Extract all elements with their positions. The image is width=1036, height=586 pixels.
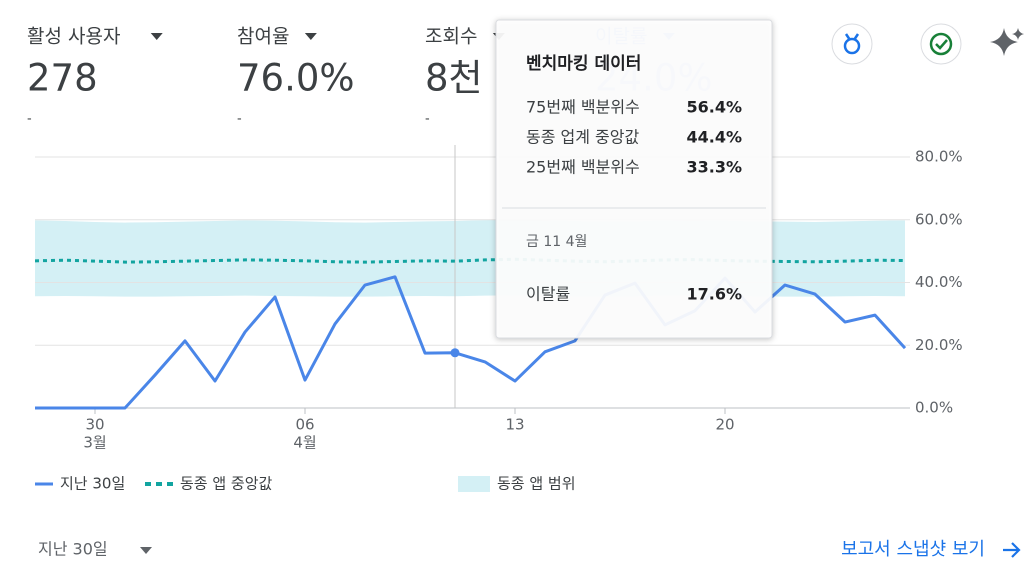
legend-swatch [458, 476, 490, 492]
x-month-label: 3월 [83, 434, 106, 452]
tooltip-metric-value: 17.6% [686, 285, 742, 304]
metric-value: 8천 [425, 57, 483, 100]
legend-label: 지난 30일 [60, 475, 125, 493]
award-icon[interactable] [831, 23, 873, 65]
y-tick-label: 20.0% [915, 336, 963, 354]
y-tick-label: 80.0% [915, 148, 963, 166]
x-tick-label: 30 [85, 416, 104, 434]
y-tick-label: 60.0% [915, 210, 963, 228]
metric-change: - [425, 112, 430, 127]
snapshot-link[interactable]: 보고서 스냅샷 보기 [841, 539, 985, 560]
tooltip-row-label: 75번째 백분위수 [526, 98, 640, 117]
y-tick-label: 40.0% [915, 273, 963, 291]
legend-label: 동종 앱 중앙값 [180, 475, 273, 493]
tooltip-box [495, 19, 773, 339]
date-range[interactable]: 지난 30일 [38, 540, 108, 559]
award-icon-part [843, 37, 861, 55]
check-icon[interactable] [920, 23, 962, 65]
tooltip-row-value: 44.4% [686, 128, 742, 147]
insights-icon[interactable] [990, 28, 1024, 56]
tooltip-row-value: 33.3% [686, 158, 742, 177]
check-icon-part [935, 39, 948, 50]
series-line [35, 275, 907, 410]
legend-label: 동종 앱 범위 [497, 475, 576, 493]
metric-value: 278 [27, 57, 98, 100]
award-icon-part [844, 33, 860, 41]
series-line [34, 257, 906, 264]
toolbar [831, 23, 1024, 65]
tooltip-row-label: 동종 업계 중앙값 [526, 128, 639, 147]
highlight-point [450, 348, 460, 358]
dropdown-arrow [140, 547, 152, 554]
metric-label: 조회수 [425, 26, 477, 48]
dropdown-arrow [304, 33, 317, 40]
tooltip-metric: 이탈률 [526, 285, 570, 304]
metric-change: - [237, 112, 242, 127]
peer-range [35, 219, 905, 297]
check-icon-part [929, 32, 953, 56]
dropdown-arrow [150, 33, 163, 40]
arrow-icon [1003, 542, 1021, 558]
x-tick-label: 13 [505, 416, 524, 434]
x-month-label: 4월 [293, 434, 316, 452]
y-tick-label: 0.0% [915, 399, 953, 417]
metric-label: 참여율 [237, 26, 289, 48]
metric-label: 활성 사용자 [27, 26, 120, 48]
tooltip-date: 금 11 4월 [526, 234, 587, 250]
tooltip-row-label: 25번째 백분위수 [526, 158, 640, 177]
tooltip-title: 벤치마킹 데이터 [526, 54, 641, 74]
metric-change: - [27, 112, 32, 127]
x-tick-label: 20 [715, 416, 734, 434]
tooltip-row-value: 56.4% [686, 98, 742, 117]
tooltip: 벤치마킹 데이터 75번째 백분위수 56.4% 동종 업계 중앙값 44.4% 25번째… [495, 19, 773, 339]
metric-value: 76.0% [237, 57, 355, 100]
x-tick-label: 06 [295, 416, 314, 434]
